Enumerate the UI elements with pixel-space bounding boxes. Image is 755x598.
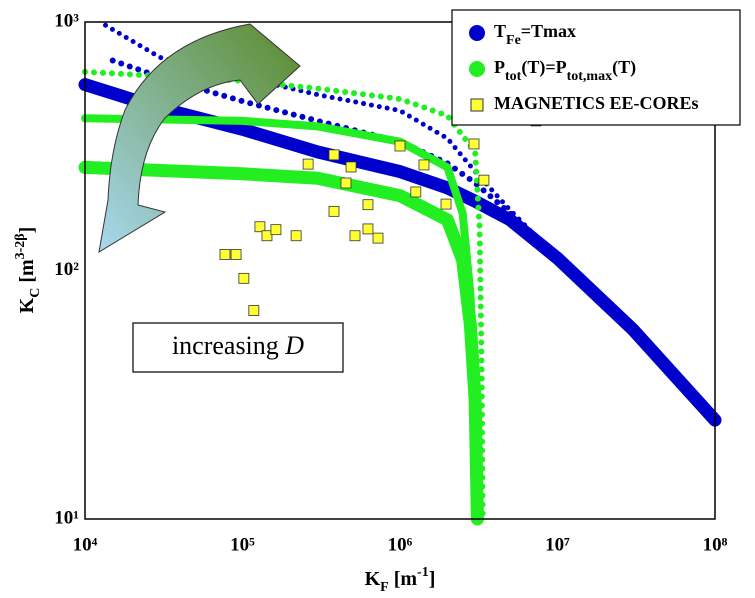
label-part: [m	[389, 568, 418, 590]
legend-marker	[469, 61, 485, 77]
core-point	[362, 223, 374, 235]
core-point	[372, 232, 384, 244]
label-part: T	[494, 21, 506, 41]
label-part: (T)	[612, 57, 636, 78]
core-point	[478, 174, 490, 186]
x-tick-label: 10⁵	[230, 534, 255, 555]
label-part: MAGNETICS EE-COREs	[494, 93, 699, 113]
x-tick-label: 10⁶	[388, 534, 413, 555]
core-point	[440, 198, 452, 210]
legend-marker	[470, 98, 484, 112]
label-part: Fe	[506, 33, 521, 48]
x-axis-label: KF [m-1]	[365, 565, 436, 595]
plot-frame	[84, 21, 716, 520]
core-point	[219, 249, 231, 260]
annotation: increasing D	[172, 331, 304, 360]
core-point	[261, 230, 273, 242]
arrow	[98, 23, 301, 253]
x-tick-label: 10⁸	[703, 534, 728, 555]
core-point	[248, 305, 260, 316]
core-point	[340, 177, 352, 189]
core-point	[270, 224, 282, 236]
y-axis-label: KC [m3-2β]	[13, 227, 43, 314]
annotation-text: D	[284, 331, 304, 360]
label-part: =Tmax	[521, 21, 576, 41]
legend-marker	[469, 25, 485, 41]
y-tick-label: 10³	[54, 10, 79, 31]
annotation-text: increasing	[172, 331, 285, 360]
label-part: ]	[429, 568, 436, 590]
label-part: 3-2β	[13, 233, 28, 259]
label-part: (T)=P	[521, 57, 566, 78]
label-part: P	[494, 57, 505, 77]
core-point	[238, 272, 250, 284]
core-point	[254, 221, 266, 233]
core-point	[328, 149, 340, 161]
label-part: [m	[16, 259, 38, 288]
core-point	[302, 158, 314, 170]
core-point	[394, 140, 406, 152]
legend-label: Ptot(T)=Ptot,max(T)	[494, 57, 636, 84]
label-part: K	[16, 297, 38, 313]
core-point	[410, 186, 422, 198]
core-point	[468, 138, 480, 150]
core-point	[362, 199, 374, 211]
label-part: tot	[505, 69, 522, 84]
y-tick-label: 10¹	[54, 507, 79, 528]
x-tick-label: 10⁷	[545, 534, 570, 555]
legend	[451, 9, 741, 126]
label-part: K	[365, 568, 381, 590]
curve	[78, 160, 484, 526]
label-part: -1	[417, 565, 429, 580]
label-part: F	[380, 580, 389, 595]
label-part: tot,max	[567, 69, 613, 84]
legend-label: MAGNETICS EE-COREs	[494, 93, 699, 113]
annotation-box	[132, 322, 344, 373]
core-point	[345, 161, 357, 173]
legend-label: TFe=Tmax	[494, 21, 576, 48]
label-part: C	[28, 288, 43, 298]
core-point	[230, 249, 242, 260]
y-tick-label: 10²	[54, 259, 79, 280]
x-tick-label: 10⁴	[73, 534, 98, 555]
core-point	[290, 230, 302, 242]
label-part: ]	[16, 227, 38, 234]
core-point	[349, 230, 361, 242]
core-point	[328, 205, 340, 217]
core-point	[418, 159, 430, 171]
